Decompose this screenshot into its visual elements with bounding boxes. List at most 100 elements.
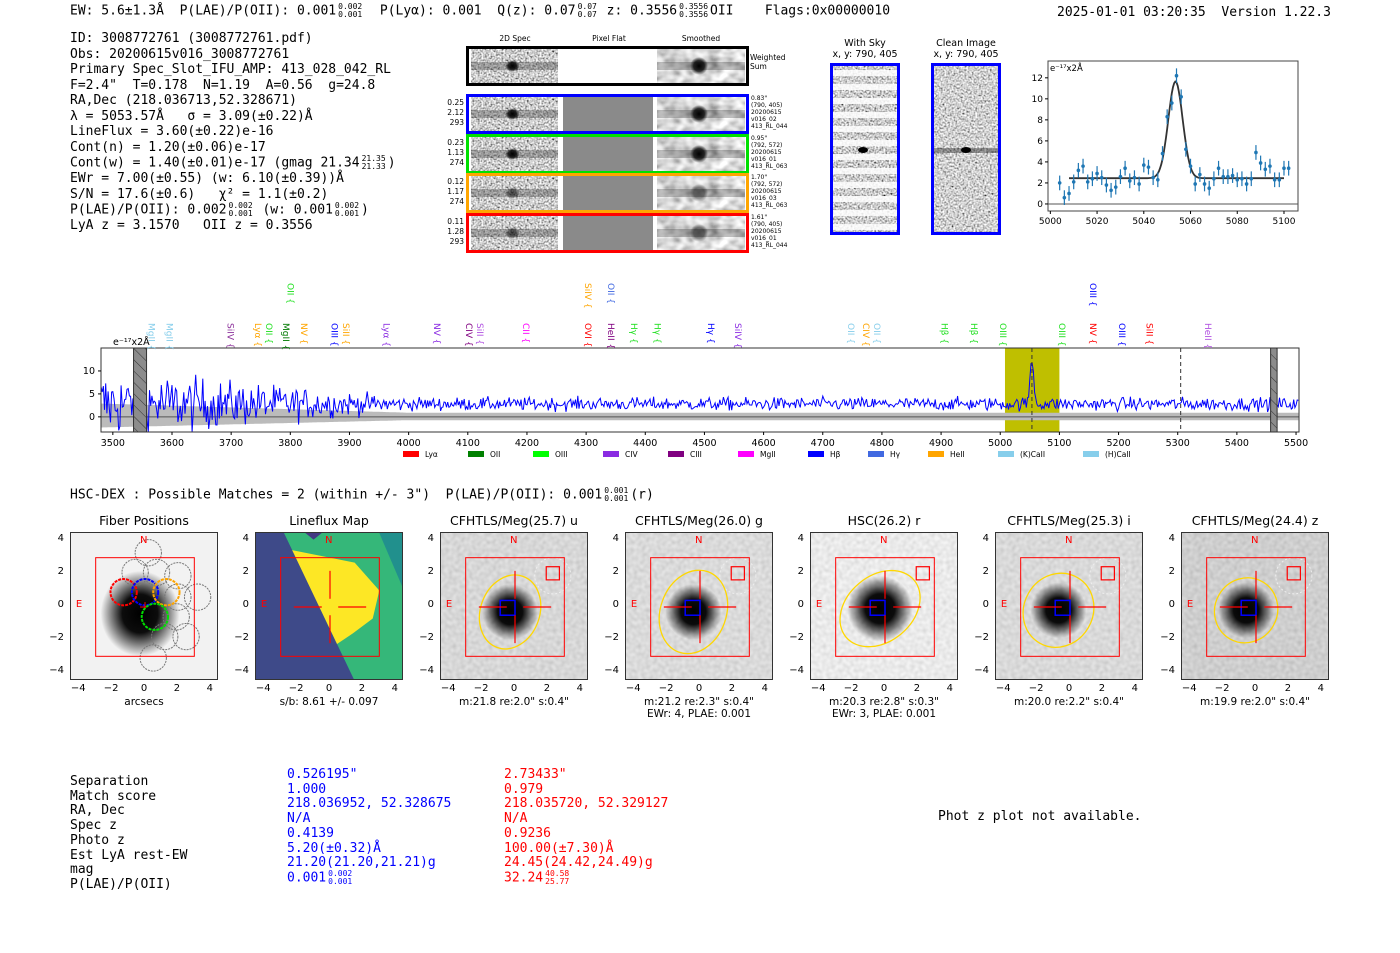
emission-line-label: Hγ { (705, 323, 715, 344)
exposure-info-line: 0.83" (751, 95, 768, 102)
matches-title-text: HSC-DEX : Possible Matches = 2 (within +… (70, 487, 603, 503)
lower: 21.33 (361, 162, 386, 171)
data-point (1207, 180, 1212, 196)
clean-image-title: Clean Image x, y: 790, 405 (916, 38, 1016, 60)
legend-swatch (808, 451, 824, 457)
table-cell: 218.035720, 52.329127 (504, 796, 668, 811)
x-tick-label: 4700 (811, 438, 835, 449)
legend-item: Hβ (808, 450, 841, 459)
fiber-circle (151, 622, 179, 651)
header-flags: Flags:0x00000010 (764, 3, 891, 19)
smoothed-image (657, 136, 745, 171)
x-tick-label: 2 (728, 683, 736, 694)
x-tick-label: 3800 (278, 438, 302, 449)
data-point (1071, 174, 1076, 190)
close-paren: ) (361, 202, 369, 218)
exposure-info: 0.83" (790, 405) 20200615 v016_02 413_RL_044 (751, 95, 787, 130)
y-tick-label: −2 (789, 631, 804, 643)
emission-line-label: NV { (298, 323, 308, 344)
exposure-info-line: 0.95" (751, 134, 768, 142)
info-sn: S/N = 17.6(±0.6) χ² = 1.1(±0.2) (70, 186, 329, 202)
y-tick-label: 0 (242, 599, 249, 610)
data-point (1179, 89, 1183, 105)
emission-line-label: SiII { (1143, 323, 1153, 345)
fiber-circle (139, 644, 167, 672)
emission-line-label: OIII { (1087, 283, 1097, 307)
x-tick-label: 2 (1284, 683, 1292, 694)
emission-line-label: SiII { (474, 323, 484, 345)
cutout-title: CFHTLS/Meg(25.7) u (450, 513, 578, 528)
emission-line-label: Lyα { (252, 323, 262, 347)
legend-item: HeII (928, 450, 965, 459)
data-point (1184, 141, 1188, 157)
y-tick-label: 4 (612, 533, 619, 545)
x-tick-label: 4 (1131, 683, 1138, 694)
emission-line-label: CII { (520, 323, 530, 343)
cutout-caption: m:19.9 re:2.0" s:0.4" (1200, 696, 1310, 708)
y-tick-label: 4 (427, 533, 434, 545)
x-tick-label: 5020 (1086, 217, 1109, 227)
x-tick-label: 4 (761, 683, 768, 694)
exposure-info: 1.70" (792, 572) 20200615 v016_03 413_RL_063 (751, 174, 787, 209)
cell-value: N/A (287, 811, 311, 827)
x-tick-label: 3600 (160, 438, 184, 449)
legend-swatch (468, 451, 484, 457)
data-point (1286, 160, 1291, 176)
north-label: N (1251, 535, 1259, 546)
y-unit-label: e⁻¹⁷x2Å (113, 336, 150, 348)
x-tick-label: 2 (913, 683, 921, 694)
y-tick-label: 4 (1168, 533, 1175, 545)
info-params: F=2.4" T=0.178 N=1.19 A=0.56 g=24.8 (70, 77, 376, 93)
target-box (684, 599, 701, 616)
spec2d-image (471, 176, 558, 210)
cell-value: 24.45(24.42,24.49)g (504, 855, 653, 871)
search-box (465, 557, 565, 657)
x-tick-label: 4800 (870, 438, 894, 449)
x-tick-label: −4 (1181, 683, 1197, 694)
x-tick-label: 4 (206, 683, 213, 694)
x-tick-label: 5000 (988, 438, 1012, 449)
photz-note: Phot z plot not available. (938, 809, 1142, 824)
spectrum-line (100, 362, 1299, 433)
north-label: N (510, 535, 518, 546)
emission-line-label: SiIV { (582, 283, 592, 309)
legend-label: CIV (625, 450, 638, 459)
legend-item: (K)CaII (998, 450, 1045, 459)
east-label: E (260, 599, 268, 610)
x-tick-label: −2 (1028, 683, 1044, 694)
title: Clean Image (936, 38, 996, 49)
emission-line-label: OVI { (582, 323, 592, 347)
emission-line-label: HeII { (605, 323, 615, 349)
y-tick-label: 4 (57, 533, 64, 545)
emission-line-label: OIII { (997, 323, 1007, 347)
aperture-ellipse (1213, 577, 1279, 644)
plae-range: 0.002 0.001 (229, 202, 253, 218)
data-point (1160, 146, 1165, 161)
header-plae-range: 0.002 0.001 (338, 3, 362, 19)
lower: 0.001 (604, 494, 629, 503)
legend-item: OIII (533, 450, 568, 459)
x-tick-label: 4 (1317, 683, 1324, 694)
neighbor-box (915, 566, 930, 581)
cutout-caption: EWr: 3, PLAE: 0.001 (831, 708, 937, 720)
masked-region (1270, 347, 1278, 433)
emission-line-label: OII { (605, 283, 615, 304)
lower: 25.77 (545, 876, 570, 886)
cell-value: 218.036952, 52.328675 (287, 796, 452, 812)
x-tick-label: 4100 (456, 438, 480, 449)
emission-line-label: OII { (263, 323, 273, 344)
header-qz: Q(z): 0.07 (497, 3, 576, 19)
exposure-info-line: 20200615 (751, 227, 782, 235)
x-tick-label: 4 (946, 683, 953, 694)
x-tick-label: −4 (440, 683, 456, 694)
y-tick-label: 2 (797, 566, 804, 578)
plot-frame (100, 347, 1300, 433)
clean-image (931, 63, 1001, 235)
cutout-image (625, 532, 773, 680)
x-tick-label: 4000 (397, 438, 421, 449)
smoothed-image (657, 215, 745, 250)
cutout-caption: s/b: 8.61 +/- 0.097 (279, 696, 379, 708)
upper: 0.002 (338, 2, 363, 11)
upper: 0.3556 (679, 2, 709, 11)
exposure-info: 0.95" (792, 572) 20200615 v016_01 413_RL_063 (751, 135, 787, 170)
